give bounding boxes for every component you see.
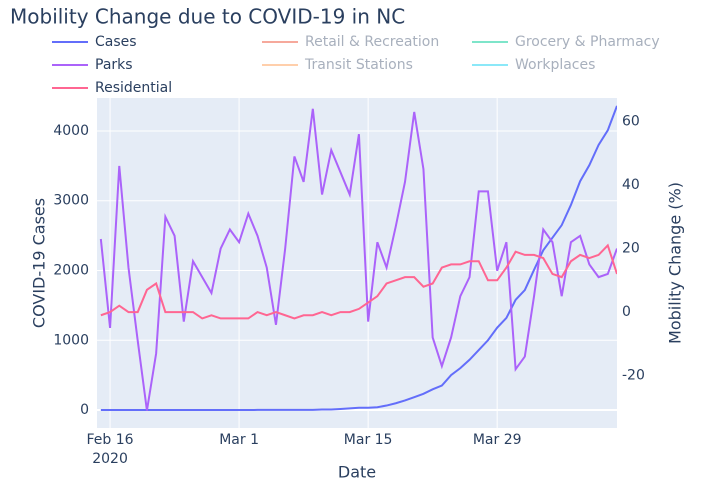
y2-tick-label: 0	[622, 304, 631, 320]
y-tick-label: 2000	[53, 262, 89, 278]
legend-label: Parks	[95, 57, 133, 73]
legend-label: Workplaces	[515, 57, 595, 73]
series-line	[100, 243, 617, 320]
x-tick-label: Mar 15	[344, 432, 393, 448]
x-axis-title: Date	[338, 463, 376, 482]
y-tick-label: 4000	[53, 123, 89, 139]
series-line	[99, 108, 617, 411]
y2-tick-label: 60	[622, 114, 640, 130]
legend-label: Retail & Recreation	[305, 34, 439, 50]
legend-label: Cases	[95, 34, 137, 50]
y-tick-label: 3000	[53, 193, 89, 209]
x-tick-label: Mar 29	[473, 432, 522, 448]
legend-label: Residential	[95, 80, 172, 96]
x-tick-label: Feb 16	[87, 432, 134, 448]
legend-label: Transit Stations	[304, 57, 413, 73]
y2-tick-label: -20	[622, 368, 645, 384]
y-tick-label: 1000	[53, 332, 89, 348]
x-tick-label: Mar 1	[219, 432, 259, 448]
y2-tick-label: 40	[622, 177, 640, 193]
y2-tick-label: 20	[622, 241, 640, 257]
chart-title: Mobility Change due to COVID-19 in NC	[10, 5, 405, 29]
y-axis-title: COVID-19 Cases	[30, 198, 49, 328]
legend-label: Grocery & Pharmacy	[515, 34, 660, 50]
series-line	[100, 105, 617, 411]
y2-axis-title: Mobility Change (%)	[666, 182, 685, 344]
y-tick-label: 0	[80, 402, 89, 418]
x-tick-year: 2020	[92, 451, 128, 467]
